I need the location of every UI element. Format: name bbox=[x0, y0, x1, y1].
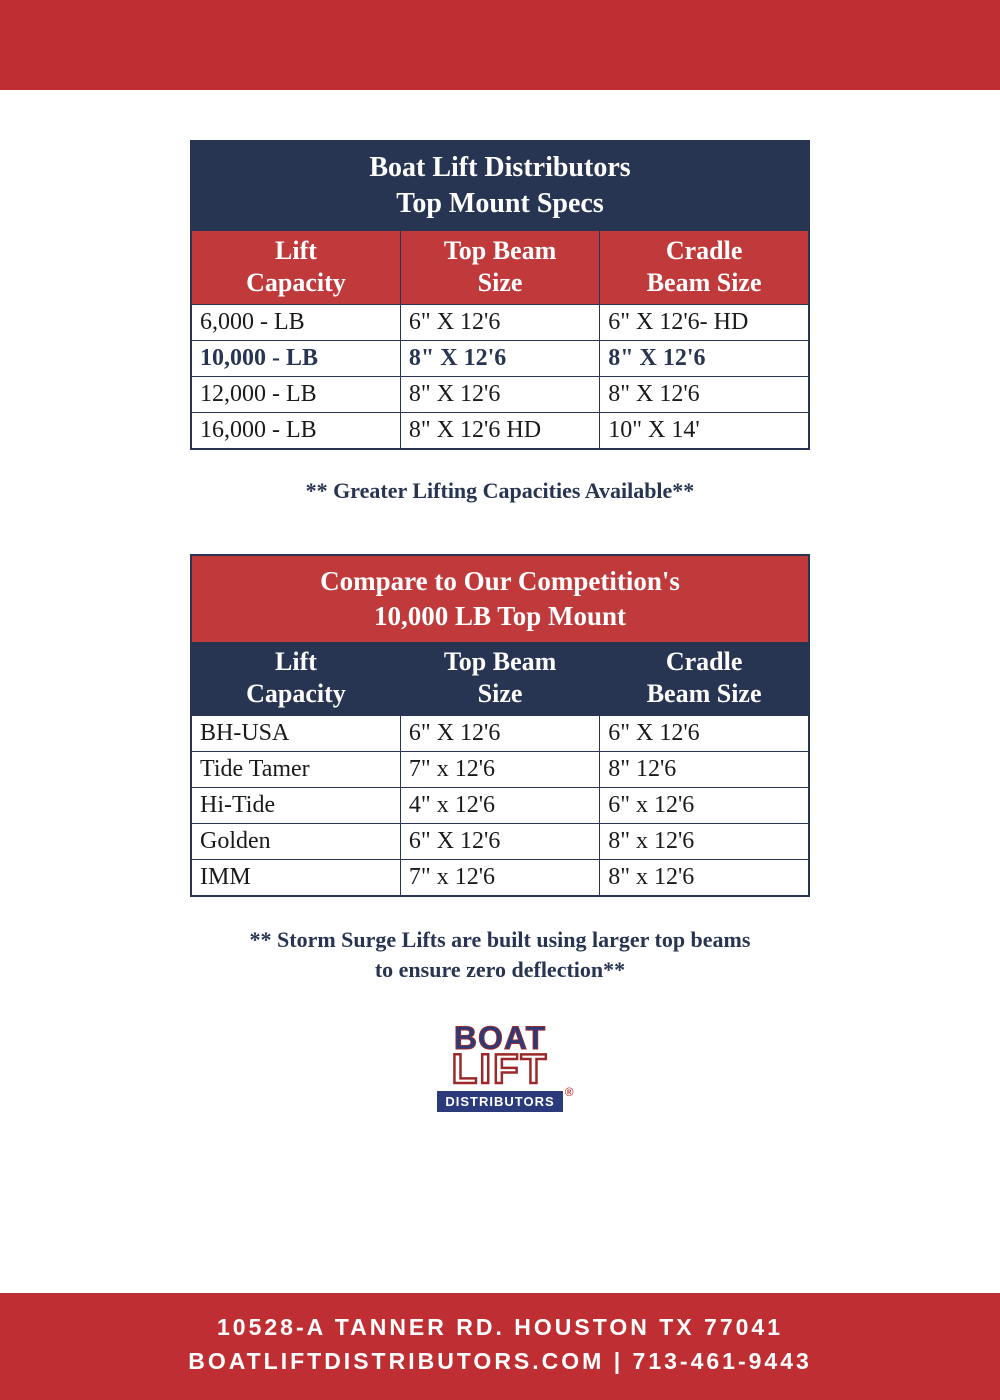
table1-cell: 10,000 - LB bbox=[191, 340, 400, 376]
table1-col-header-1: Top BeamSize bbox=[400, 231, 599, 305]
registered-mark-icon: ® bbox=[565, 1085, 575, 1099]
table2-header-row: LiftCapacityTop BeamSizeCradleBeam Size bbox=[191, 642, 809, 716]
table-row: IMM7" x 12'68" x 12'6 bbox=[191, 859, 809, 896]
table1-cell: 6,000 - LB bbox=[191, 304, 400, 340]
table2-cell: Tide Tamer bbox=[191, 751, 400, 787]
table-row: Tide Tamer7" x 12'68" 12'6 bbox=[191, 751, 809, 787]
table2-cell: 8" 12'6 bbox=[600, 751, 809, 787]
table2-title-line1: Compare to Our Competition's bbox=[320, 566, 680, 596]
table-row: Golden6" X 12'68" x 12'6 bbox=[191, 823, 809, 859]
table2-col-header-0: LiftCapacity bbox=[191, 642, 400, 716]
table1-cell: 8" X 12'6 HD bbox=[400, 412, 599, 449]
table1-cell: 10" X 14' bbox=[600, 412, 809, 449]
logo-text-lift: LIFT bbox=[437, 1051, 562, 1087]
table-row: 16,000 - LB8" X 12'6 HD10" X 14' bbox=[191, 412, 809, 449]
table1-title-line1: Boat Lift Distributors bbox=[369, 152, 630, 183]
note2-line2: to ensure zero deflection** bbox=[375, 957, 625, 982]
table2-cell: 8" x 12'6 bbox=[600, 823, 809, 859]
table2-cell: 6" x 12'6 bbox=[600, 787, 809, 823]
note-1: ** Greater Lifting Capacities Available*… bbox=[306, 478, 695, 504]
table1-header-row: LiftCapacityTop BeamSizeCradleBeam Size bbox=[191, 231, 809, 305]
table-row: BH-USA6" X 12'66" X 12'6 bbox=[191, 715, 809, 751]
note2-line1: ** Storm Surge Lifts are built using lar… bbox=[250, 927, 751, 952]
table1-col-header-2: CradleBeam Size bbox=[600, 231, 809, 305]
table-row: 6,000 - LB6" X 12'66" X 12'6- HD bbox=[191, 304, 809, 340]
table1-col-header-0: LiftCapacity bbox=[191, 231, 400, 305]
table2-cell: 7" x 12'6 bbox=[400, 859, 599, 896]
table-row: Hi-Tide4" x 12'66" x 12'6 bbox=[191, 787, 809, 823]
table1-title-line2: Top Mount Specs bbox=[396, 188, 603, 219]
table2-title-line2: 10,000 LB Top Mount bbox=[374, 601, 626, 631]
logo-text-distributors: DISTRIBUTORS ® bbox=[437, 1091, 562, 1112]
table2-cell: Hi-Tide bbox=[191, 787, 400, 823]
main-content: Boat Lift Distributors Top Mount Specs L… bbox=[0, 90, 1000, 1112]
table1-cell: 8" X 12'6 bbox=[600, 376, 809, 412]
logo: BOAT LIFT DISTRIBUTORS ® bbox=[437, 1024, 562, 1111]
table2-col-header-1: Top BeamSize bbox=[400, 642, 599, 716]
footer-line-1: 10528-A TANNER RD. HOUSTON TX 77041 bbox=[0, 1311, 1000, 1344]
specs-table-1: Boat Lift Distributors Top Mount Specs L… bbox=[190, 140, 810, 450]
table2-cell: Golden bbox=[191, 823, 400, 859]
table2-cell: 6" X 12'6 bbox=[400, 823, 599, 859]
table1-cell: 8" X 12'6 bbox=[600, 340, 809, 376]
table1-cell: 16,000 - LB bbox=[191, 412, 400, 449]
table2-cell: 6" X 12'6 bbox=[400, 715, 599, 751]
table2-title: Compare to Our Competition's 10,000 LB T… bbox=[191, 555, 809, 642]
table1-title: Boat Lift Distributors Top Mount Specs bbox=[191, 141, 809, 231]
top-red-bar bbox=[0, 0, 1000, 90]
table2-cell: 7" x 12'6 bbox=[400, 751, 599, 787]
table1-cell: 12,000 - LB bbox=[191, 376, 400, 412]
footer-line-2: BOATLIFTDISTRIBUTORS.COM | 713-461-9443 bbox=[0, 1345, 1000, 1378]
specs-table-2: Compare to Our Competition's 10,000 LB T… bbox=[190, 554, 810, 897]
table2-cell: IMM bbox=[191, 859, 400, 896]
table2-cell: 4" x 12'6 bbox=[400, 787, 599, 823]
table-row: 10,000 - LB8" X 12'68" X 12'6 bbox=[191, 340, 809, 376]
table-row: 12,000 - LB8" X 12'68" X 12'6 bbox=[191, 376, 809, 412]
table1-cell: 6" X 12'6 bbox=[400, 304, 599, 340]
table1-cell: 8" X 12'6 bbox=[400, 376, 599, 412]
note-2: ** Storm Surge Lifts are built using lar… bbox=[250, 925, 751, 984]
table2-cell: 6" X 12'6 bbox=[600, 715, 809, 751]
table1-cell: 6" X 12'6- HD bbox=[600, 304, 809, 340]
footer-bar: 10528-A TANNER RD. HOUSTON TX 77041 BOAT… bbox=[0, 1293, 1000, 1400]
table1-cell: 8" X 12'6 bbox=[400, 340, 599, 376]
table2-cell: BH-USA bbox=[191, 715, 400, 751]
table2-col-header-2: CradleBeam Size bbox=[600, 642, 809, 716]
table2-cell: 8" x 12'6 bbox=[600, 859, 809, 896]
